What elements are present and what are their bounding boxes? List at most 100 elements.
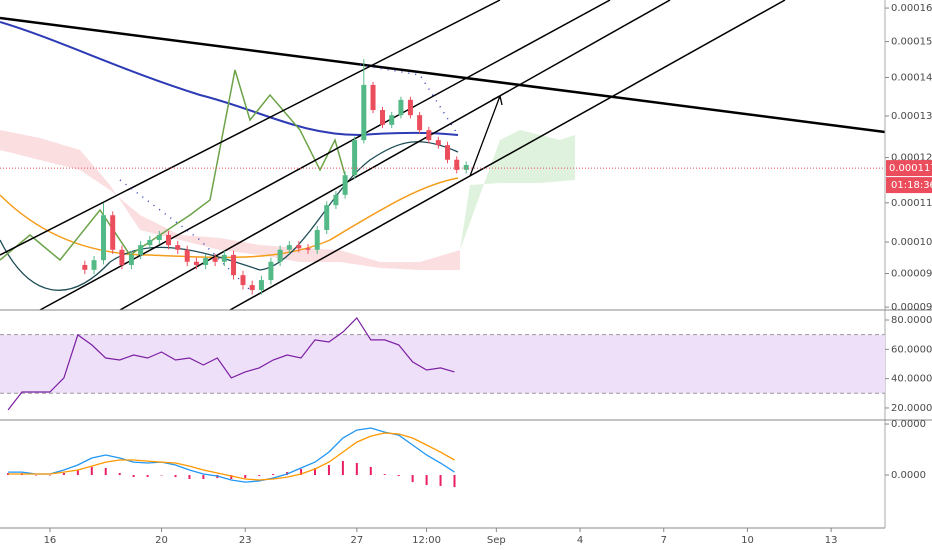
- candle-body: [147, 240, 153, 246]
- y-tick-label: 0.0000: [891, 470, 926, 481]
- candle-body: [324, 205, 330, 230]
- y-tick-label: 40.0000: [891, 374, 932, 385]
- y-tick-label: 0.0001300: [891, 111, 932, 122]
- candle-body: [203, 258, 209, 265]
- candle-body: [212, 258, 218, 262]
- candle-body: [101, 215, 107, 261]
- candle-body: [128, 254, 134, 265]
- y-tick-label: 0.0001020: [891, 237, 932, 248]
- histogram-bar: [258, 475, 261, 477]
- candle-body: [249, 285, 255, 291]
- x-tick-label: Sep: [487, 535, 506, 546]
- candle-body: [296, 245, 302, 249]
- histogram-bar: [327, 465, 330, 476]
- rsi-line: [7, 316, 455, 411]
- macd-line: [8, 427, 455, 483]
- candle-body: [240, 275, 246, 286]
- histogram-bar: [313, 468, 316, 476]
- candle-body: [175, 245, 181, 250]
- candle-body: [305, 248, 311, 250]
- lagging-span: [0, 69, 346, 262]
- moving-average-long: [0, 21, 459, 137]
- candle-body: [435, 140, 441, 146]
- candle-body: [370, 84, 376, 111]
- candle-body: [463, 164, 469, 170]
- histogram-bar: [411, 475, 414, 483]
- x-tick-label: 27: [350, 535, 363, 546]
- last-price-tag: [886, 160, 932, 177]
- x-tick-label: 23: [239, 535, 252, 546]
- moving-average-mid: [0, 177, 459, 259]
- candle-body: [231, 254, 237, 276]
- histogram-bar: [397, 475, 400, 477]
- histogram-bar: [439, 475, 442, 486]
- candle-body: [445, 145, 451, 160]
- candle-body: [156, 234, 162, 241]
- histogram-bar: [174, 475, 177, 478]
- candle-body: [258, 280, 264, 291]
- y-tick-label: 0.0001600: [891, 3, 932, 14]
- histogram-bar: [62, 472, 65, 476]
- x-tick-label: 10: [741, 535, 754, 546]
- last-price-label: 0.0001176: [889, 163, 932, 174]
- y-tick-label: 20.0000: [891, 403, 932, 414]
- histogram-bar: [383, 474, 386, 476]
- channel-line: [39, 0, 611, 311]
- candle-body: [333, 194, 339, 206]
- candle-body: [193, 261, 199, 265]
- x-tick-label: 7: [661, 535, 667, 546]
- candle-body: [110, 215, 116, 250]
- histogram-bar: [132, 475, 135, 478]
- histogram-bar: [76, 470, 79, 476]
- histogram-bar: [188, 475, 191, 480]
- candle-body: [426, 130, 432, 141]
- y-tick-label: 0.0001100: [891, 198, 932, 209]
- y-tick-label: 80.0000: [891, 315, 932, 326]
- histogram-bar: [202, 475, 205, 480]
- histogram-bar: [425, 475, 428, 486]
- x-tick-label: 20: [155, 535, 168, 546]
- candle-body: [119, 249, 125, 265]
- projection-arrow: [469, 95, 503, 177]
- candle-body: [138, 245, 144, 255]
- candle-body: [166, 234, 172, 246]
- candle-body: [314, 229, 320, 250]
- candle-body: [91, 260, 97, 270]
- histogram-bar: [272, 474, 275, 476]
- candle-body: [407, 99, 413, 116]
- y-tick-label: 60.0000: [891, 344, 932, 355]
- histogram-bar: [369, 466, 372, 476]
- cloud-bearish: [0, 130, 460, 270]
- candle-body: [342, 175, 348, 195]
- histogram-bar: [104, 467, 107, 476]
- histogram-bar: [230, 475, 233, 480]
- moving-average-short: [0, 141, 459, 291]
- y-tick-label: 0.0001400: [891, 72, 932, 83]
- histogram-bar: [34, 475, 37, 476]
- x-tick-label: 16: [44, 535, 57, 546]
- x-tick-label: 13: [825, 535, 838, 546]
- macd-line: [8, 432, 455, 481]
- x-tick-label: 4: [577, 535, 583, 546]
- candle-body: [380, 110, 386, 125]
- histogram-bar: [90, 466, 93, 476]
- histogram-bar: [146, 475, 149, 477]
- candle-body: [389, 115, 395, 125]
- x-tick-label: 12:00: [412, 535, 441, 546]
- trend-line: [0, 16, 886, 134]
- channel-line: [229, 0, 786, 311]
- histogram-bar: [355, 462, 358, 476]
- rsi-band: [0, 334, 885, 394]
- y-tick-label: 0.0000900: [891, 302, 932, 313]
- histogram-bar: [7, 473, 10, 476]
- candle-body: [184, 249, 190, 262]
- candle-body: [361, 84, 367, 141]
- y-tick-label: 0.0001500: [891, 37, 932, 48]
- candle-body: [82, 264, 88, 270]
- cloud-bullish: [460, 130, 575, 250]
- candle-body: [268, 261, 274, 281]
- channel-line: [119, 0, 671, 311]
- histogram-bar: [300, 469, 303, 476]
- histogram-bar: [48, 475, 51, 476]
